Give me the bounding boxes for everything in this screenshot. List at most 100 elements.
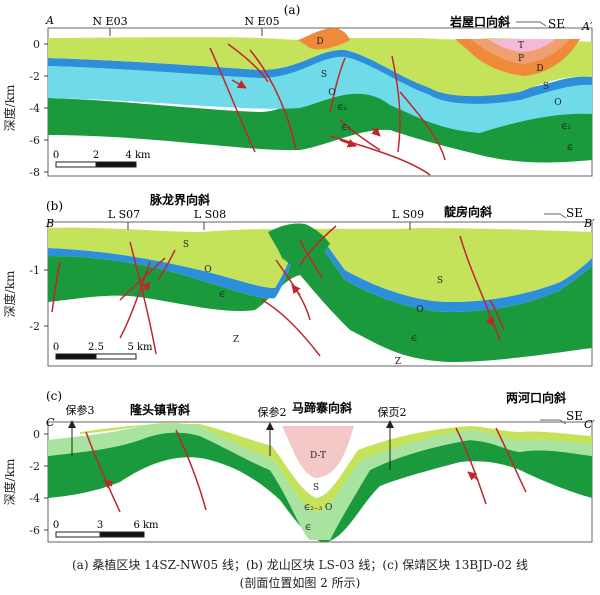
b-scale-bar: 0 2.5 5 km [53,342,153,360]
label-text: 隆头镇背斜 [130,402,190,417]
label-text: L S08 [194,208,226,221]
b-well-markers [127,222,411,230]
label-text: -2 [29,460,40,473]
label-text: D-T [310,451,326,461]
label-text: Z [233,335,239,345]
b-panel-label: (b) [46,199,63,213]
label-text: SE [566,409,583,423]
b-layer-s [48,226,592,302]
label-text: 保页2 [378,405,407,419]
label-text: ∈₁ [341,123,351,133]
a-layer-o [48,49,592,104]
label-text: 马蹄寨向斜 [292,400,352,415]
label-text: 保参2 [258,405,287,419]
label-text: 0 [33,428,40,441]
caption-line-1: (a) 桑植区块 14SZ-NW05 线；(b) 龙山区块 LS-03 线；(c… [72,558,528,572]
caption-line-2: (剖面位置如图 2 所示) [239,576,361,590]
b-faults [51,225,505,357]
a-layer-cm-upper [48,56,592,133]
a-well-label: N E03 [92,15,127,28]
a-y-axis-label: 深度/km [2,84,17,131]
c-end-left: C [46,416,55,429]
a-direction: SE [548,17,565,31]
label-text: 保参3 [66,403,95,417]
label-text: 4 km [125,150,151,161]
c-direction-arrow [540,419,567,425]
label-text: S [183,240,189,250]
label-text: 脉龙界向斜 [149,192,210,207]
b-unit-labels: S O ∈ S O ∈ Z Z [183,240,443,367]
label-text: ∈₂₋₃ O [304,503,333,513]
label-text: 深度/km [2,270,17,317]
c-layer-s [80,423,592,512]
a-layer-cm-lower [48,71,592,163]
label-text: O [328,88,335,98]
a-layer-s [48,37,592,97]
label-text: ∈ [567,143,574,153]
a-ytick: -4 [29,102,40,115]
label-text: T [518,41,524,51]
label-text: 0 [53,342,59,353]
a-end-right: A′ [581,20,593,33]
a-faults [209,43,446,176]
a-well-markers [109,28,263,36]
c-end-right: C′ [584,418,595,431]
a-ytick: 0 [33,38,40,51]
label-text: ∈₂ [561,122,572,132]
label-text: SE [566,206,583,220]
panel-a: 0 -2 -4 -6 -8 深度/km (a) A A′ N E03 N E05… [2,3,593,179]
label-text: S [321,70,327,80]
label-text: P [518,54,524,64]
label-text: 6 km [133,520,159,531]
a-ytick: -8 [29,166,40,179]
c-well-arrows [68,420,394,430]
label-text: -1 [29,264,40,277]
label-text: 靛房向斜 [444,204,492,219]
label-text: D [536,64,543,74]
label-text: O [554,98,561,108]
b-direction-arrow [544,213,567,219]
a-ytick: -6 [29,134,40,147]
label-text: L S07 [108,208,140,221]
label-text: 3 [97,520,103,531]
c-faults [85,427,527,513]
b-end-left: B [45,217,54,230]
a-scale-bar: 0 2 4 km [53,150,151,168]
a-y-axis: 0 -2 -4 -6 -8 深度/km [2,38,48,179]
c-layer-dt [282,426,354,478]
label-text: Z [395,357,401,367]
c-layer-cm-light [48,423,592,540]
a-layer-t [488,39,555,52]
a-end-left: A [45,14,54,27]
a-ytick: -2 [29,70,40,83]
label-text: S [313,483,319,493]
label-text: L S09 [392,208,424,221]
label-text: 0 [53,520,59,531]
label-text: -2 [29,320,40,333]
b-y-axis: -1 -2 深度/km [2,264,48,333]
c-layer-cm [48,432,592,542]
label-text: S [437,276,443,286]
label-text: 两河口向斜 [506,390,566,405]
a-panel-label: (a) [284,3,301,17]
a-direction-arrow [516,21,547,27]
label-text: D [316,37,323,47]
cross-sections-figure: 0 -2 -4 -6 -8 深度/km (a) A A′ N E03 N E05… [2,3,595,543]
label-text: ∈ [305,523,312,533]
label-text: -4 [29,492,40,505]
label-text: ∈ [219,290,226,300]
c-y-axis: 0 -2 -4 -6 深度/km [2,428,48,537]
panel-b: -1 -2 深度/km (b) B B′ L S07 L S08 L S09 脉… [2,192,595,367]
c-unit-labels: D-T S ∈₂₋₃ O ∈ [304,451,333,533]
label-text: S [543,82,549,92]
a-unit-labels: D T P D S S O O ∈₂ ∈₂ ∈₁ ∈ [316,37,573,153]
a-fold-name: 岩屋口向斜 [449,14,510,29]
label-text: 2.5 [88,342,104,353]
c-well-lines [71,424,391,470]
label-text: 2 [93,150,99,161]
b-layer-cm-core [268,223,330,280]
b-end-right: B′ [583,217,595,230]
a-layer-d-left [298,28,350,50]
label-text: 0 [53,150,59,161]
panel-c: 0 -2 -4 -6 深度/km (c) C C′ 保参3 保参2 保页2 隆头… [2,389,595,543]
